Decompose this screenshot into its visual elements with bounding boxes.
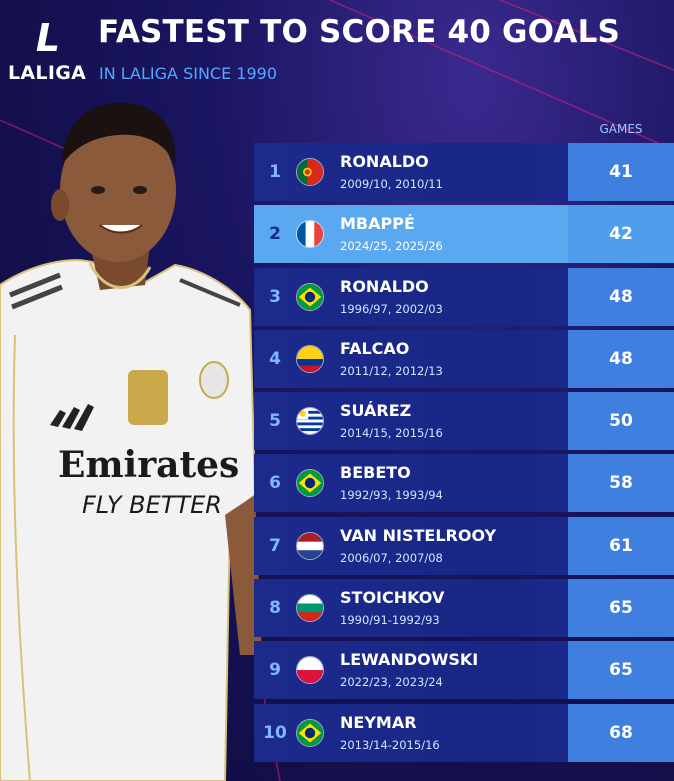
portugal-flag-icon <box>296 158 324 186</box>
brazil-flag-icon <box>296 469 324 498</box>
page-subtitle: IN LALIGA SINCE 1990 <box>99 64 277 83</box>
games-count: 65 <box>568 579 674 638</box>
colombia-flag-icon <box>296 344 324 373</box>
brazil-flag-icon <box>296 282 324 311</box>
player-seasons: 2009/10, 2010/11 <box>340 177 443 191</box>
player-seasons: 1992/93, 1993/94 <box>340 488 443 503</box>
player-name: RONALDO <box>340 276 429 296</box>
player-name: FALCAO <box>340 338 410 358</box>
rank: 7 <box>269 535 281 556</box>
player-seasons: 2006/07, 2007/08 <box>340 550 443 565</box>
rank: 9 <box>269 660 281 681</box>
netherlands-flag-icon <box>296 531 324 560</box>
bulgaria-flag-icon <box>296 594 324 623</box>
player-seasons: 1990/91-1992/93 <box>340 613 440 628</box>
rank: 4 <box>269 348 281 369</box>
table-row: 6 BEBETO 1992/93, 1993/94 58 <box>254 454 674 513</box>
player-name: SUÁREZ <box>340 401 412 421</box>
player-name: STOICHKOV <box>340 588 445 608</box>
rank: 8 <box>269 598 281 619</box>
table-row: 4 FALCAO 2011/12, 2012/13 48 <box>254 329 674 388</box>
games-count: 50 <box>568 392 674 451</box>
player-name: RONALDO <box>340 152 429 171</box>
player-name: LEWANDOWSKI <box>340 650 479 670</box>
player-seasons: 1996/97, 2002/03 <box>340 301 443 316</box>
table-row: 3 RONALDO 1996/97, 2002/03 48 <box>254 267 674 326</box>
player-seasons: 2014/15, 2015/16 <box>340 426 443 441</box>
table-row: 2 MBAPPÉ 2024/25, 2025/26 42 <box>254 205 674 264</box>
player-name: BEBETO <box>340 463 411 483</box>
player-photo: Emirates FLY BETTER <box>0 102 262 781</box>
rank: 1 <box>269 162 281 182</box>
player-seasons: 2022/23, 2023/24 <box>340 675 443 690</box>
brazil-flag-icon <box>296 718 324 747</box>
games-count: 41 <box>568 143 674 201</box>
table-row: 1 RONALDO 2009/10, 2010/11 41 <box>254 143 674 201</box>
table-row: 8 STOICHKOV 1990/91-1992/93 65 <box>254 579 674 638</box>
table-row: 5 SUÁREZ 2014/15, 2015/16 50 <box>254 392 674 451</box>
games-column-header: GAMES <box>599 122 643 136</box>
table-row: 10 NEYMAR 2013/14-2015/16 68 <box>254 703 674 762</box>
ranking-table: 1 RONALDO 2009/10, 2010/11 41 2 MBAPPÉ 2… <box>254 143 674 766</box>
player-seasons: 2013/14-2015/16 <box>340 737 440 752</box>
poland-flag-icon <box>296 656 324 685</box>
games-count: 65 <box>568 641 674 700</box>
page-title: FASTEST TO SCORE 40 GOALS <box>98 14 621 50</box>
shirt-sponsor-line2: FLY BETTER <box>82 491 222 519</box>
rank: 10 <box>263 722 287 743</box>
laliga-logo-mark: L <box>35 16 61 60</box>
games-count: 68 <box>568 703 674 762</box>
rank: 3 <box>269 286 281 307</box>
games-count: 42 <box>568 205 674 264</box>
laliga-logo-text: LALIGA <box>8 62 87 84</box>
player-seasons: 2024/25, 2025/26 <box>340 239 443 254</box>
games-count: 48 <box>568 329 674 388</box>
games-count: 61 <box>568 516 674 575</box>
player-name: VAN NISTELROOY <box>340 525 497 545</box>
rank: 5 <box>269 411 281 432</box>
table-row: 7 VAN NISTELROOY 2006/07, 2007/08 61 <box>254 516 674 575</box>
player-name: NEYMAR <box>340 712 417 732</box>
shirt-sponsor-line1: Emirates <box>58 444 239 486</box>
games-count: 48 <box>568 267 674 326</box>
france-flag-icon <box>296 220 324 249</box>
player-seasons: 2011/12, 2012/13 <box>340 363 443 378</box>
uruguay-flag-icon <box>296 407 324 436</box>
rank: 2 <box>269 224 281 245</box>
table-row: 9 LEWANDOWSKI 2022/23, 2023/24 65 <box>254 641 674 700</box>
rank: 6 <box>269 473 281 494</box>
player-name: MBAPPÉ <box>340 214 415 234</box>
laliga-logo: L LALIGA <box>8 18 88 88</box>
games-count: 58 <box>568 454 674 513</box>
